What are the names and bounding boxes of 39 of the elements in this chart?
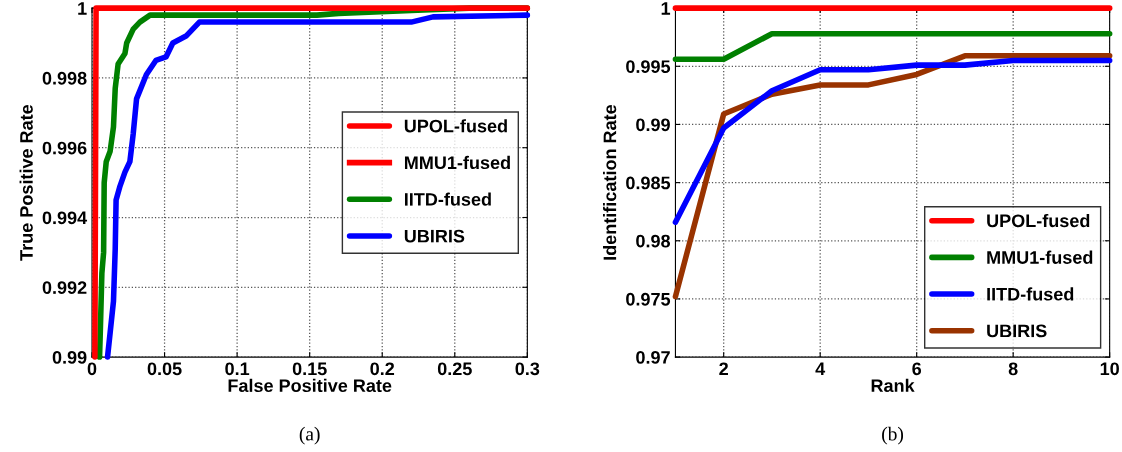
text: (b) bbox=[882, 426, 904, 445]
x-tick-label: 0.05 bbox=[147, 362, 182, 376]
x-tick-label: 8 bbox=[1008, 362, 1018, 376]
legend-label: MMU1-fused bbox=[404, 155, 510, 170]
x-tick-label: 0.25 bbox=[437, 362, 472, 376]
y-tick-label: 0.995 bbox=[626, 60, 671, 74]
y-tick-label: 0.975 bbox=[626, 292, 671, 306]
x-tick-label: 10 bbox=[1100, 362, 1119, 376]
x-tick-label: 0.2 bbox=[370, 362, 395, 376]
y-tick-label: 0.97 bbox=[636, 351, 670, 364]
y-axis-title: Identification Rate bbox=[603, 104, 617, 260]
x-tick-label: 0.1 bbox=[225, 362, 250, 376]
y-tick-label: 0.98 bbox=[636, 234, 671, 248]
x-tick-label: 4 bbox=[815, 362, 826, 376]
x-tick-label: 2 bbox=[719, 362, 728, 376]
y-tick-label: 0.99 bbox=[636, 118, 670, 132]
y-tick-label: 0.994 bbox=[42, 211, 88, 225]
y-tick-label: 0.998 bbox=[42, 71, 87, 85]
y-axis-title: True Positive Rate bbox=[19, 104, 33, 261]
y-tick-label: 0.992 bbox=[42, 281, 87, 295]
y-tick-label: 1 bbox=[661, 2, 671, 15]
y-tick-label: 0.99 bbox=[52, 351, 87, 364]
x-tick-label: 0 bbox=[87, 362, 97, 376]
y-tick-label: 0.985 bbox=[626, 176, 671, 190]
text: (a) bbox=[299, 426, 320, 445]
legend-label: UBIRIS bbox=[987, 324, 1047, 338]
legend-label: IITD-fused bbox=[987, 287, 1074, 301]
legend-label: UPOL-fused bbox=[404, 119, 507, 133]
x-axis-title: False Positive Rate bbox=[228, 378, 392, 393]
legend-label: MMU1-fused bbox=[987, 250, 1093, 264]
legend-label: UPOL-fused bbox=[987, 213, 1090, 228]
x-tick-label: 0.3 bbox=[515, 362, 540, 376]
x-tick-label: 6 bbox=[912, 362, 922, 376]
legend-label: UBIRIS bbox=[404, 229, 465, 243]
y-tick-label: 0.996 bbox=[42, 141, 87, 155]
x-axis-title: Rank bbox=[871, 378, 915, 393]
y-tick-label: 1 bbox=[78, 2, 87, 15]
x-tick-label: 0.15 bbox=[292, 362, 327, 376]
legend-label: IITD-fused bbox=[404, 192, 491, 206]
